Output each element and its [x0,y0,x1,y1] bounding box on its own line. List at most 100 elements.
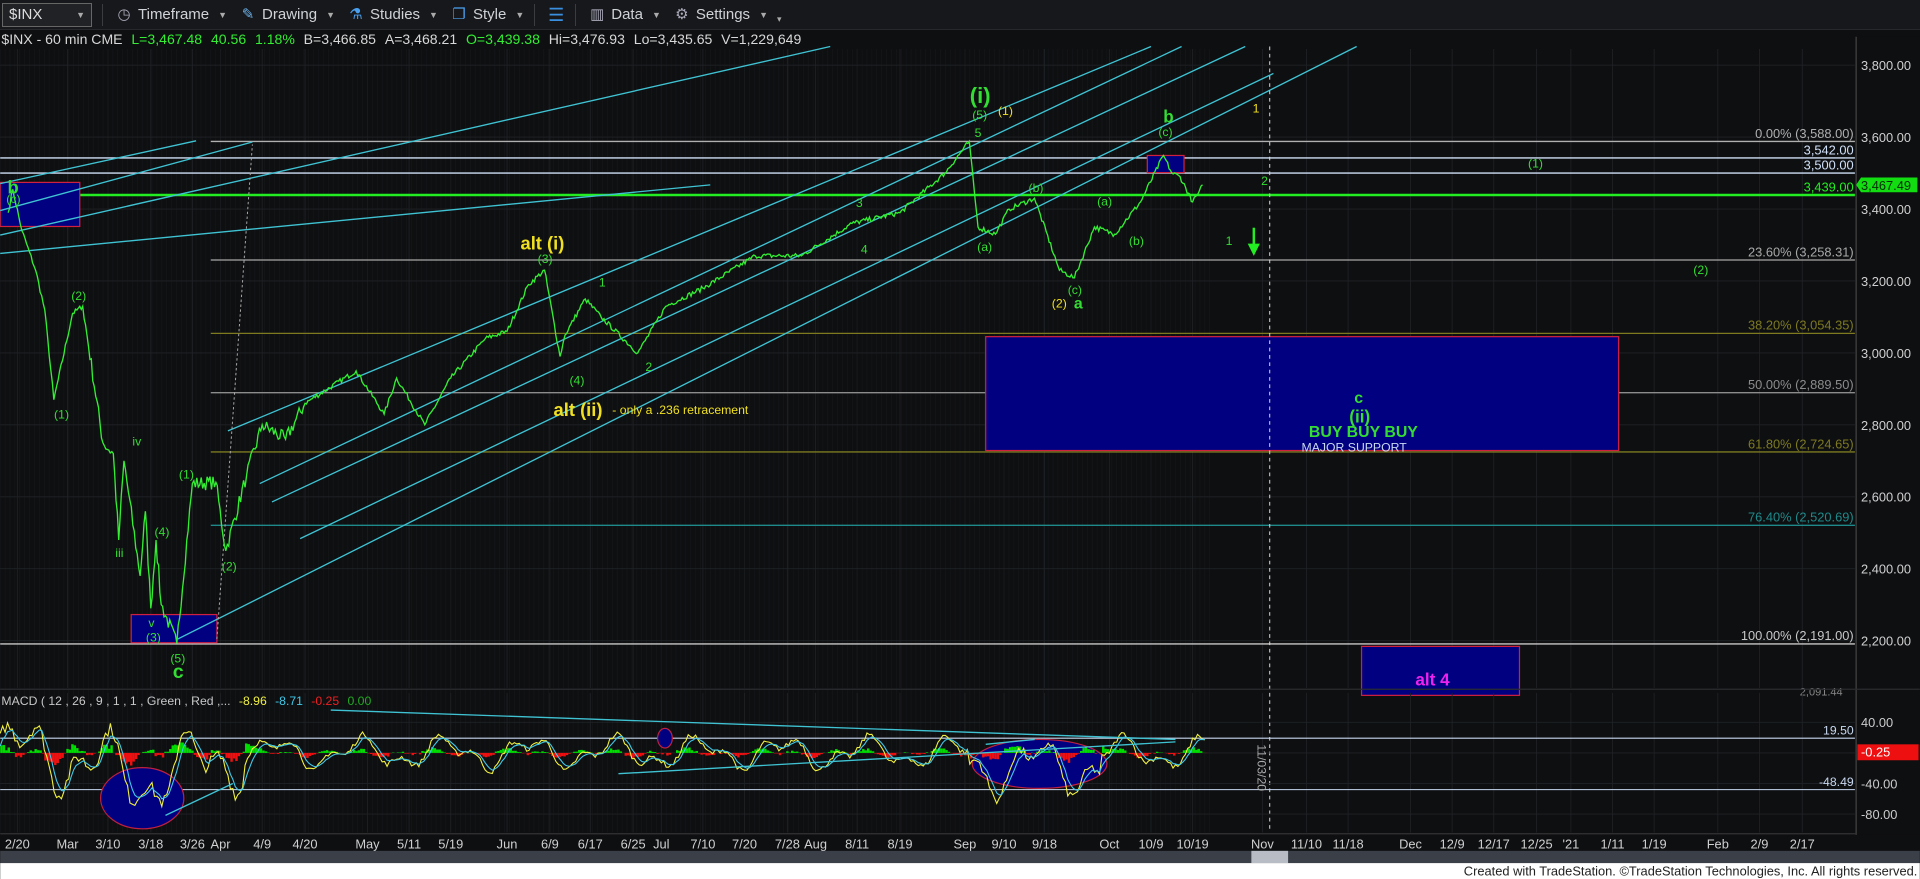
date-tick-label: Nov [1251,836,1274,851]
macd-hist-bar [548,752,552,754]
divider [102,3,103,26]
macd-hist-bar [742,752,745,756]
macd-hist-bar [830,750,833,753]
symbol-selector[interactable]: $INX ▼ [2,2,92,27]
macd-badge [1857,744,1919,761]
price-level-label: 38.20% (3,054.35) [1748,318,1854,333]
macd-hist-bar [183,744,187,753]
date-tick-label: Jun [497,836,518,851]
macd-hist-bar [920,752,924,754]
macd-trend-lines[interactable] [165,709,1176,816]
macd-hist-bar [744,752,747,755]
macd-hist-bar [937,747,941,753]
price-tick-label: 2,600.00 [1861,490,1911,505]
dotted-trend-line[interactable] [216,144,253,640]
macd-hist-bar [492,752,495,755]
channel-line[interactable] [227,45,1152,432]
macd-zero-value: 0.00 [347,694,371,708]
open: O=3,439.38 [466,31,540,47]
channel-line[interactable] [0,141,253,212]
studies-menu[interactable]: ⚗ Studies ▼ [347,6,438,24]
chevron-down-icon: ▼ [429,9,438,20]
macd-trend-line[interactable] [330,709,1176,741]
wave-label: 5 [975,126,982,140]
macd-hist-bar [440,751,444,753]
price-tick-label: 2,800.00 [1861,418,1911,433]
macd-hist-bar [1155,751,1159,753]
macd-hist-bar [360,748,363,753]
macd-hist-bar [14,752,18,758]
wave-label: (c) [1068,283,1082,297]
macd-hist-bar [698,752,701,754]
macd-hist-bar [252,745,255,753]
macd-hist-bar [764,748,767,753]
price-tick-label: 3,400.00 [1861,202,1911,217]
style-menu[interactable]: ❐ Style ▼ [450,6,524,24]
channel-line[interactable] [0,184,711,255]
macd-hist-bar [107,748,111,753]
date-axis[interactable]: 2/20 Mar 3/10 3/18 3/26 Apr 4/9 4/20 May 5/11 5/19… [5,836,1815,851]
macd-hist-bar [582,750,586,753]
channel-line[interactable] [271,45,1246,503]
down-arrow-icon [1247,227,1260,256]
channel-line[interactable] [299,72,1274,540]
channel-line[interactable] [259,45,1182,485]
data-menu[interactable]: ▥ Data ▼ [588,6,661,24]
macd-hist-bar [536,751,539,753]
box-alt4 [1360,645,1521,696]
macd-hist-bar [751,751,755,753]
wave-label: (2) [1693,263,1708,277]
layout-button[interactable]: ☰ [547,6,565,24]
macd-hist-bar [1197,748,1200,753]
macd-hist-bar [1013,746,1017,753]
macd-hist-bar [254,747,258,753]
macd-trend-line[interactable] [618,741,1176,775]
timeframe-menu[interactable]: ◷ Timeframe ▼ [115,6,227,24]
macd-hist-bar [565,752,569,756]
style-icon: ❐ [452,5,466,23]
wave-label: (3) [146,630,161,644]
macd-hist-bar [1104,748,1107,753]
macd-hist-bar [262,750,265,753]
macd-hist-bar [994,752,997,760]
macd-trend-line[interactable] [165,782,234,816]
macd-hist-bar [991,752,995,759]
price-axis[interactable] [1856,36,1920,835]
macd-axis[interactable]: 40.00 -40.00 -80.00 -0.25 [1857,715,1919,822]
macd-hist-bar [235,752,238,762]
macd-trend-line[interactable] [985,738,1035,746]
macd-hist-bar [631,752,635,759]
date-tick-label: 7/28 [775,836,800,851]
macd-hist-bar [732,752,735,755]
macd-hist-bar [191,750,194,753]
settings-menu[interactable]: ⚙ Settings ▼ ▾ [673,4,782,25]
overflow-icon[interactable]: ▾ [776,14,782,24]
macd-hist-bar [903,752,907,753]
price-tick-label: 3,600.00 [1861,130,1911,145]
macd-hist-bar [930,751,934,753]
macd-hist-bar [152,749,155,753]
macd-hist-bar [690,750,694,753]
last-price: L=3,467.48 [131,31,202,47]
macd-hist-bar [827,751,831,753]
macd-hist-bar [56,752,59,764]
drawing-label: Drawing [262,6,318,23]
macd-hist-bar [619,751,623,753]
macd-hist-bar [142,751,145,753]
macd-hist-bar [702,752,706,755]
drawing-menu[interactable]: ✎ Drawing ▼ [239,6,335,24]
chevron-down-icon: ▼ [218,9,228,20]
macd-hist-bar [1016,746,1019,753]
scrollbar-thumb[interactable] [1251,850,1289,864]
channel-line[interactable] [177,45,1357,640]
macd-hist-bar [820,752,823,755]
channel-line[interactable] [0,140,197,185]
channel-lines[interactable] [0,45,1357,640]
wave-label: (2) [222,559,237,573]
macd-hist-bar [1168,752,1171,755]
horizontal-scrollbar[interactable] [0,850,1920,864]
macd-hist-bar [952,752,956,754]
channel-line[interactable] [0,45,831,236]
date-tick-label: 2/17 [1790,836,1815,851]
